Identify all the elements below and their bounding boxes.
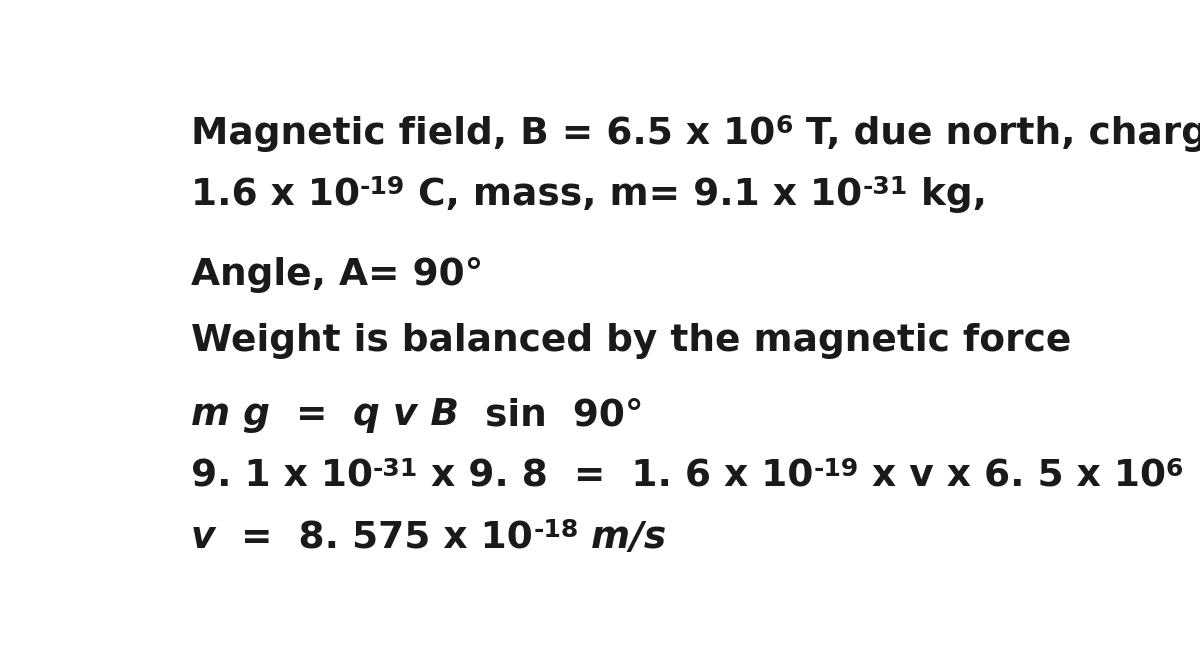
Text: x 9. 8  =  1. 6 x 10: x 9. 8 = 1. 6 x 10 bbox=[418, 459, 814, 495]
Text: x v x 6. 5 x 10: x v x 6. 5 x 10 bbox=[859, 459, 1165, 495]
Text: m g: m g bbox=[191, 398, 270, 434]
Text: =  8. 575 x 10: = 8. 575 x 10 bbox=[216, 520, 533, 557]
Text: v: v bbox=[191, 520, 216, 557]
Text: -19: -19 bbox=[814, 457, 859, 481]
Text: -19: -19 bbox=[360, 175, 406, 199]
Text: 6: 6 bbox=[775, 114, 792, 138]
Text: -18: -18 bbox=[533, 518, 578, 542]
Text: Magnetic field, B = 6.5 x 10: Magnetic field, B = 6.5 x 10 bbox=[191, 116, 775, 152]
Text: m/s: m/s bbox=[578, 520, 667, 557]
Text: -31: -31 bbox=[373, 457, 418, 481]
Text: =: = bbox=[270, 398, 354, 434]
Text: 1.6 x 10: 1.6 x 10 bbox=[191, 178, 360, 213]
Text: -31: -31 bbox=[863, 175, 907, 199]
Text: Angle, A= 90°: Angle, A= 90° bbox=[191, 257, 484, 293]
Text: q v B: q v B bbox=[354, 398, 460, 434]
Text: 6: 6 bbox=[1165, 457, 1183, 481]
Text: kg,: kg, bbox=[907, 178, 986, 213]
Text: 9. 1 x 10: 9. 1 x 10 bbox=[191, 459, 373, 495]
Text: Weight is balanced by the magnetic force: Weight is balanced by the magnetic force bbox=[191, 323, 1072, 359]
Text: T, due north, charge, q =: T, due north, charge, q = bbox=[792, 116, 1200, 152]
Text: sin  90°: sin 90° bbox=[460, 398, 644, 434]
Text: C, mass, m= 9.1 x 10: C, mass, m= 9.1 x 10 bbox=[406, 178, 863, 213]
